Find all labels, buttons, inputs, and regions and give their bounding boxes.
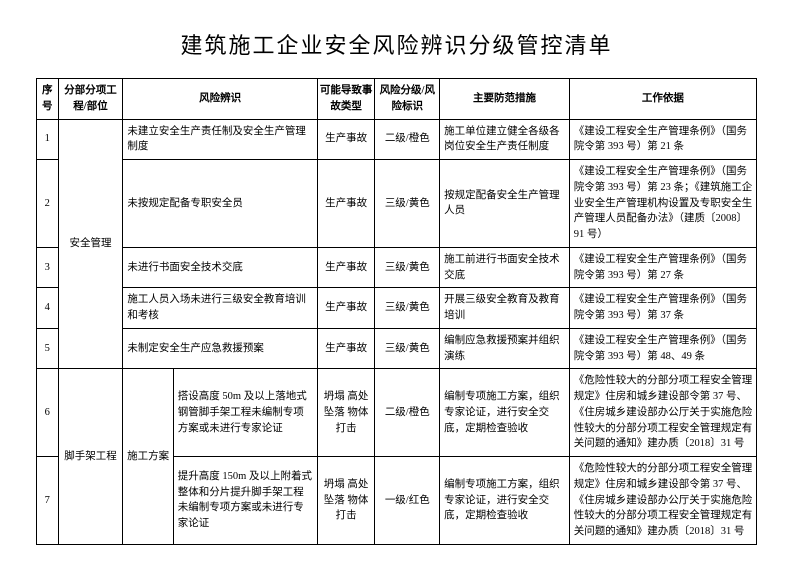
cell-basis: 《建设工程安全生产管理条例》（国务院令第 393 号）第 23 条；《建筑施工企…: [569, 160, 756, 248]
cell-basis: 《危险性较大的分部分项工程安全管理规定》住房和城乡建设部令第 37 号、《住房城…: [569, 369, 756, 457]
col-risk: 风险辨识: [123, 79, 317, 120]
table-row: 1 安全管理 未建立安全生产责任制及安全生产管理制度 生产事故 二级/橙色 施工…: [37, 119, 757, 160]
cell-level: 二级/橙色: [375, 369, 440, 457]
cell-seq: 6: [37, 369, 59, 457]
cell-measure: 按规定配备安全生产管理人员: [440, 160, 570, 248]
cell-accident: 坍塌 高处坠落 物体打击: [317, 369, 375, 457]
cell-risk: 提升高度 150m 及以上附着式整体和分片提升脚手架工程未编制专项方案或未进行专…: [173, 457, 317, 545]
cell-measure: 编制应急救援预案并组织演练: [440, 328, 570, 369]
cell-level: 三级/黄色: [375, 160, 440, 248]
cell-seq: 3: [37, 247, 59, 288]
col-seq: 序号: [37, 79, 59, 120]
cell-measure: 编制专项施工方案，组织专家论证，进行安全交底，定期检查验收: [440, 457, 570, 545]
risk-table: 序号 分部分项工程/部位 风险辨识 可能导致事故类型 风险分级/风险标识 主要防…: [36, 78, 757, 545]
cell-accident: 坍塌 高处坠落 物体打击: [317, 457, 375, 545]
cell-seq: 1: [37, 119, 59, 160]
cell-level: 三级/黄色: [375, 247, 440, 288]
cell-risk: 未进行书面安全技术交底: [123, 247, 317, 288]
cell-basis: 《建设工程安全生产管理条例》（国务院令第 393 号）第 48、49 条: [569, 328, 756, 369]
cell-accident: 生产事故: [317, 160, 375, 248]
col-section: 分部分项工程/部位: [58, 79, 123, 120]
table-row: 6 脚手架工程 施工方案 搭设高度 50m 及以上落地式钢管脚手架工程未编制专项…: [37, 369, 757, 457]
cell-measure: 施工单位建立健全各级各岗位安全生产责任制度: [440, 119, 570, 160]
cell-accident: 生产事故: [317, 288, 375, 329]
cell-risk: 未按规定配备专职安全员: [123, 160, 317, 248]
cell-risk: 未建立安全生产责任制及安全生产管理制度: [123, 119, 317, 160]
cell-level: 三级/黄色: [375, 328, 440, 369]
col-level: 风险分级/风险标识: [375, 79, 440, 120]
cell-basis: 《危险性较大的分部分项工程安全管理规定》住房和城乡建设部令第 37 号、《住房城…: [569, 457, 756, 545]
cell-level: 一级/红色: [375, 457, 440, 545]
header-row: 序号 分部分项工程/部位 风险辨识 可能导致事故类型 风险分级/风险标识 主要防…: [37, 79, 757, 120]
page-title: 建筑施工企业安全风险辨识分级管控清单: [36, 28, 757, 60]
col-accident: 可能导致事故类型: [317, 79, 375, 120]
table-row: 2 未按规定配备专职安全员 生产事故 三级/黄色 按规定配备安全生产管理人员 《…: [37, 160, 757, 248]
col-basis: 工作依据: [569, 79, 756, 120]
cell-basis: 《建设工程安全生产管理条例》（国务院令第 393 号）第 37 条: [569, 288, 756, 329]
cell-level: 二级/橙色: [375, 119, 440, 160]
cell-measure: 编制专项施工方案，组织专家论证，进行安全交底，定期检查验收: [440, 369, 570, 457]
cell-level: 三级/黄色: [375, 288, 440, 329]
cell-seq: 5: [37, 328, 59, 369]
cell-risk: 未制定安全生产应急救援预案: [123, 328, 317, 369]
cell-section-scaffold: 脚手架工程: [58, 369, 123, 545]
cell-risk: 施工人员入场未进行三级安全教育培训和考核: [123, 288, 317, 329]
cell-basis: 《建设工程安全生产管理条例》（国务院令第 393 号）第 27 条: [569, 247, 756, 288]
cell-measure: 施工前进行书面安全技术交底: [440, 247, 570, 288]
table-row: 4 施工人员入场未进行三级安全教育培训和考核 生产事故 三级/黄色 开展三级安全…: [37, 288, 757, 329]
cell-basis: 《建设工程安全生产管理条例》（国务院令第 393 号）第 21 条: [569, 119, 756, 160]
cell-seq: 7: [37, 457, 59, 545]
cell-seq: 4: [37, 288, 59, 329]
cell-risk: 搭设高度 50m 及以上落地式钢管脚手架工程未编制专项方案或未进行专家论证: [173, 369, 317, 457]
cell-measure: 开展三级安全教育及教育培训: [440, 288, 570, 329]
cell-accident: 生产事故: [317, 119, 375, 160]
cell-seq: 2: [37, 160, 59, 248]
cell-accident: 生产事故: [317, 328, 375, 369]
table-row: 3 未进行书面安全技术交底 生产事故 三级/黄色 施工前进行书面安全技术交底 《…: [37, 247, 757, 288]
cell-scheme: 施工方案: [123, 369, 173, 545]
col-measure: 主要防范措施: [440, 79, 570, 120]
cell-accident: 生产事故: [317, 247, 375, 288]
cell-section-safety: 安全管理: [58, 119, 123, 369]
table-row: 5 未制定安全生产应急救援预案 生产事故 三级/黄色 编制应急救援预案并组织演练…: [37, 328, 757, 369]
